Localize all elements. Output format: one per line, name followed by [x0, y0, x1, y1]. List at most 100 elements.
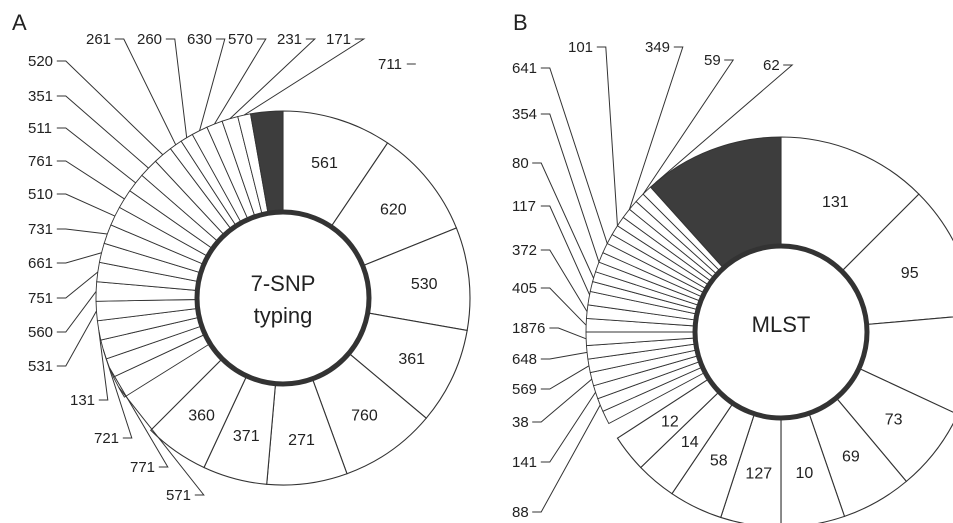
leader-line: [540, 391, 596, 463]
outside-label: 88: [512, 504, 529, 521]
leader-line: [56, 127, 136, 184]
leader-line: [243, 38, 366, 116]
outside-label: 761: [28, 153, 53, 170]
leader-line: [98, 330, 109, 401]
segment-label: 371: [233, 428, 260, 445]
outside-label: 641: [512, 60, 537, 77]
segment-label: 69: [842, 449, 860, 466]
leader-line: [56, 252, 102, 264]
leader-line: [532, 162, 595, 279]
leader-line: [165, 38, 188, 138]
segment-label: 760: [351, 407, 378, 424]
outside-label: 101: [568, 39, 593, 56]
leader-line: [540, 67, 608, 244]
center-label: typing: [254, 303, 313, 328]
leader-line: [56, 60, 164, 156]
outside-label: 571: [166, 487, 191, 504]
segment-label: 10: [796, 465, 814, 482]
outside-label: 372: [512, 242, 537, 259]
leader-line: [540, 287, 587, 326]
outside-label: 661: [28, 255, 53, 272]
outside-label: 731: [28, 221, 53, 238]
leader-line: [56, 193, 116, 217]
leader-line: [109, 367, 169, 468]
segment-label: 73: [885, 411, 903, 428]
leader-line: [549, 327, 587, 340]
outside-label: 1876: [512, 320, 545, 337]
center-label: MLST: [752, 312, 811, 337]
outside-label: 711: [378, 56, 402, 73]
segment-label: 620: [380, 202, 407, 219]
leader-line: [532, 378, 593, 423]
segment-label: 271: [288, 432, 315, 449]
panel-label-b: B: [513, 10, 528, 35]
leader-line: [540, 365, 590, 390]
outside-label: 349: [645, 39, 670, 56]
outside-label: 59: [704, 52, 721, 69]
outside-label: 38: [512, 414, 529, 431]
outside-label: 80: [512, 155, 529, 172]
center-label: 7-SNP: [251, 271, 316, 296]
leader-line: [540, 351, 588, 360]
outside-label: 351: [28, 88, 53, 105]
outside-label: 560: [28, 324, 53, 341]
outside-label: 510: [28, 186, 53, 203]
leader-line: [655, 64, 794, 184]
segment-label: 95: [901, 265, 919, 282]
leader-line: [229, 38, 317, 120]
outside-label: 354: [512, 106, 537, 123]
outside-label: 771: [130, 459, 155, 476]
leader-line: [642, 59, 735, 195]
outside-label: 569: [512, 381, 537, 398]
leader-line: [540, 205, 591, 295]
leader-line: [199, 38, 226, 131]
leader-line: [596, 46, 618, 226]
outside-label: 531: [28, 358, 53, 375]
leader-line: [540, 249, 588, 312]
outside-label: 405: [512, 280, 537, 297]
donut-center-circle: [692, 243, 870, 421]
outside-label: 721: [94, 430, 119, 447]
leader-line: [628, 46, 684, 210]
leader-line: [114, 38, 177, 146]
outside-label: 171: [326, 31, 351, 48]
outside-label: 630: [187, 31, 212, 48]
leader-line: [56, 228, 108, 235]
outside-label: 751: [28, 290, 53, 307]
outside-label: 62: [763, 57, 780, 74]
outside-label: 131: [70, 392, 95, 409]
outside-label: 648: [512, 351, 537, 368]
outside-label: 117: [512, 198, 536, 215]
leader-line: [56, 291, 97, 333]
leader-line: [56, 160, 125, 200]
leader-line: [56, 95, 149, 169]
segment-label: 561: [311, 155, 338, 172]
segment-label: 14: [681, 434, 699, 451]
outside-label: 520: [28, 53, 53, 70]
segment-label: 12: [661, 413, 679, 430]
panel-a-donut-chart: A 561 620 530 361 760 271 371 360 571 771 721 131 531…: [12, 10, 471, 504]
leader-line: [214, 38, 267, 125]
leader-line: [532, 404, 601, 513]
outside-label: 570: [228, 31, 253, 48]
donut-center-circle: [194, 209, 372, 387]
outside-label: 260: [137, 31, 162, 48]
segment-label: 58: [710, 453, 728, 470]
leader-line: [118, 386, 205, 496]
leader-line: [56, 271, 99, 299]
outside-label: 141: [512, 454, 537, 471]
leader-line: [56, 310, 97, 367]
outside-label: 231: [277, 31, 302, 48]
outside-label: 261: [86, 31, 111, 48]
panel-label-a: A: [12, 10, 27, 35]
leader-line: [102, 349, 133, 439]
segment-label: 361: [398, 351, 425, 368]
leader-line: [540, 113, 600, 263]
outside-label: 511: [28, 120, 52, 137]
segment-label: 530: [411, 276, 438, 293]
segment-label: 360: [188, 407, 215, 424]
segment-label: 131: [822, 194, 849, 211]
segment-label: 127: [745, 465, 772, 482]
